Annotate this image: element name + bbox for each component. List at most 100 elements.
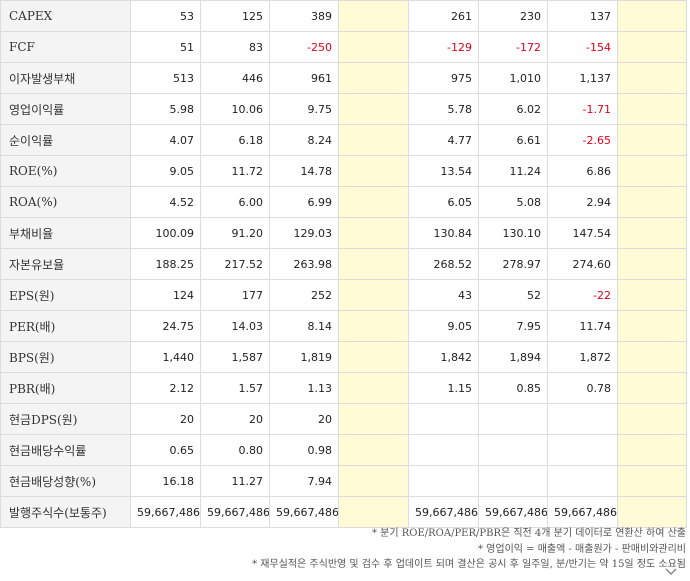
table-row: PER(배) 24.75 14.03 8.14 9.05 7.95 11.74 <box>0 310 687 342</box>
value-cell: 1.57 <box>200 372 270 404</box>
row-label: 현금배당수익률 <box>0 434 131 466</box>
value-cell: -129 <box>408 31 479 63</box>
value-cell <box>338 341 409 373</box>
value-cell: 252 <box>269 279 339 311</box>
value-cell: 1.13 <box>269 372 339 404</box>
value-cell <box>478 403 548 435</box>
value-cell: 6.86 <box>547 155 618 187</box>
value-cell <box>617 310 687 342</box>
value-cell <box>338 62 409 94</box>
value-cell: 10.06 <box>200 93 270 125</box>
row-label: 이자발생부채 <box>0 62 131 94</box>
value-cell: 5.78 <box>408 93 479 125</box>
footnote-annualized: * 분기 ROE/ROA/PER/PBR은 직전 4개 분기 데이터로 연환산 … <box>371 528 686 539</box>
value-cell <box>617 62 687 94</box>
row-label: PER(배) <box>0 310 131 342</box>
value-cell: 6.61 <box>478 124 548 156</box>
footnotes: * 분기 ROE/ROA/PER/PBR은 직전 4개 분기 데이터로 연환산 … <box>252 526 686 573</box>
value-cell: 1,842 <box>408 341 479 373</box>
row-label: BPS(원) <box>0 341 131 373</box>
value-cell: 9.05 <box>130 155 201 187</box>
row-label: 현금배당성향(%) <box>0 465 131 497</box>
value-cell: 129.03 <box>269 217 339 249</box>
value-cell: 11.27 <box>200 465 270 497</box>
value-cell: 0.80 <box>200 434 270 466</box>
value-cell: 20 <box>200 403 270 435</box>
value-cell: 9.75 <box>269 93 339 125</box>
chevron-down-icon[interactable] <box>665 568 677 576</box>
financial-table: CAPEX 53 125 389 261 230 137 FCF 51 83 -250 -129 -17… <box>0 0 687 528</box>
value-cell: 147.54 <box>547 217 618 249</box>
value-cell: 7.94 <box>269 465 339 497</box>
value-cell <box>547 465 618 497</box>
value-cell: 188.25 <box>130 248 201 280</box>
value-cell: 59,667,486 <box>200 496 270 528</box>
value-cell: 6.18 <box>200 124 270 156</box>
value-cell: 0.98 <box>269 434 339 466</box>
value-cell: 230 <box>478 0 548 32</box>
value-cell: 6.05 <box>408 186 479 218</box>
value-cell: 124 <box>130 279 201 311</box>
table-row: 순이익률 4.07 6.18 8.24 4.77 6.61 -2.65 <box>0 124 687 156</box>
table-row: FCF 51 83 -250 -129 -172 -154 <box>0 31 687 63</box>
value-cell <box>617 465 687 497</box>
value-cell: -1.71 <box>547 93 618 125</box>
table-row: CAPEX 53 125 389 261 230 137 <box>0 0 687 32</box>
value-cell: 0.85 <box>478 372 548 404</box>
value-cell <box>338 465 409 497</box>
value-cell <box>478 465 548 497</box>
value-cell: 961 <box>269 62 339 94</box>
row-label: 자본유보율 <box>0 248 131 280</box>
value-cell: 20 <box>269 403 339 435</box>
value-cell: 59,667,486 <box>478 496 548 528</box>
value-cell: 16.18 <box>130 465 201 497</box>
row-label: 발행주식수(보통주) <box>0 496 131 528</box>
table-row: 자본유보율 188.25 217.52 263.98 268.52 278.97 274.6… <box>0 248 687 280</box>
value-cell <box>338 124 409 156</box>
value-cell <box>617 217 687 249</box>
table-row: 영업이익률 5.98 10.06 9.75 5.78 6.02 -1.71 <box>0 93 687 125</box>
row-label: 부채비율 <box>0 217 131 249</box>
value-cell: 59,667,486 <box>130 496 201 528</box>
value-cell: 263.98 <box>269 248 339 280</box>
value-cell: 59,667,486 <box>547 496 618 528</box>
value-cell: 14.78 <box>269 155 339 187</box>
value-cell: 43 <box>408 279 479 311</box>
table-row: ROA(%) 4.52 6.00 6.99 6.05 5.08 2.94 <box>0 186 687 218</box>
footnote-update-schedule: * 재무실적은 주식반영 및 검수 후 업데이트 되며 결산은 공시 후 일주일… <box>252 559 686 570</box>
value-cell <box>617 248 687 280</box>
value-cell: 1,819 <box>269 341 339 373</box>
value-cell: -22 <box>547 279 618 311</box>
value-cell: 177 <box>200 279 270 311</box>
value-cell: 0.78 <box>547 372 618 404</box>
value-cell <box>338 155 409 187</box>
value-cell: 130.10 <box>478 217 548 249</box>
value-cell <box>338 496 409 528</box>
value-cell: 130.84 <box>408 217 479 249</box>
table-row: 발행주식수(보통주) 59,667,486 59,667,486 59,667,486… <box>0 496 687 528</box>
value-cell: 446 <box>200 62 270 94</box>
value-cell: 1,587 <box>200 341 270 373</box>
value-cell: 100.09 <box>130 217 201 249</box>
value-cell: 217.52 <box>200 248 270 280</box>
value-cell: 24.75 <box>130 310 201 342</box>
value-cell <box>617 341 687 373</box>
row-label: CAPEX <box>0 0 131 32</box>
value-cell <box>617 124 687 156</box>
value-cell <box>338 31 409 63</box>
row-label: ROE(%) <box>0 155 131 187</box>
table-row: 이자발생부채 513 446 961 975 1,010 1,137 <box>0 62 687 94</box>
value-cell: 4.77 <box>408 124 479 156</box>
value-cell: 13.54 <box>408 155 479 187</box>
value-cell: 0.65 <box>130 434 201 466</box>
value-cell: 8.14 <box>269 310 339 342</box>
value-cell: -172 <box>478 31 548 63</box>
value-cell: -154 <box>547 31 618 63</box>
value-cell <box>617 93 687 125</box>
value-cell <box>617 496 687 528</box>
value-cell: 5.08 <box>478 186 548 218</box>
value-cell: 8.24 <box>269 124 339 156</box>
value-cell <box>617 0 687 32</box>
table-row: 현금배당성향(%) 16.18 11.27 7.94 <box>0 465 687 497</box>
row-label: 순이익률 <box>0 124 131 156</box>
